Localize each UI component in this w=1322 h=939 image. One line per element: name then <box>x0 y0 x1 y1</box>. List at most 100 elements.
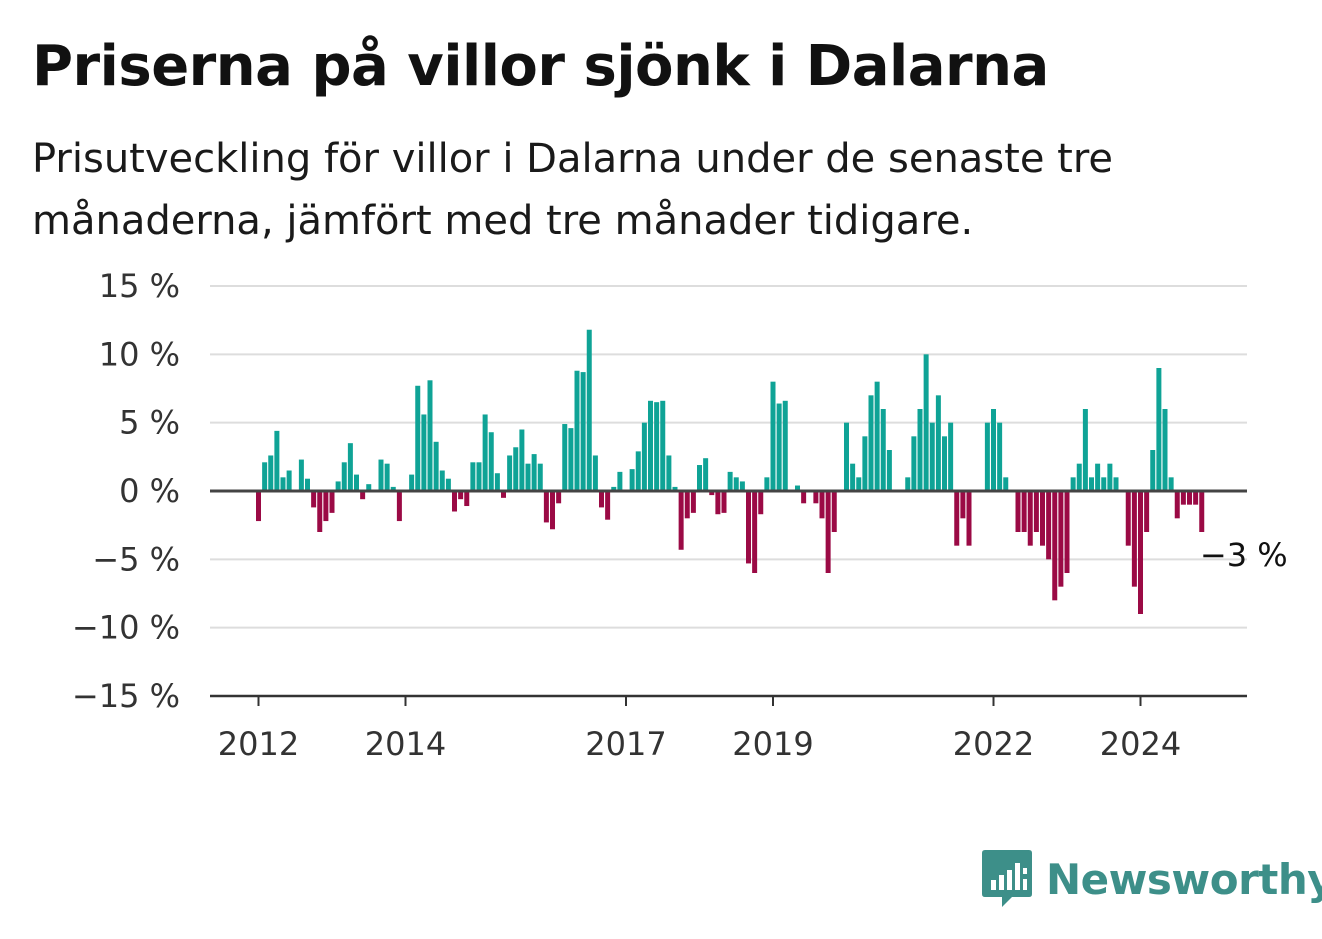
bar <box>311 491 317 508</box>
x-tick-label: 2019 <box>732 725 813 763</box>
bar <box>666 455 672 491</box>
bar <box>960 491 966 519</box>
bar <box>917 409 923 491</box>
y-tick-label: 0 % <box>119 472 180 510</box>
bar <box>562 424 568 491</box>
bar <box>507 455 513 491</box>
bar <box>1070 477 1076 491</box>
y-tick-label: −5 % <box>92 540 180 578</box>
x-tick-label: 2012 <box>218 725 299 763</box>
brand-name: Newsworthy <box>1046 854 1322 904</box>
bar <box>678 491 684 550</box>
bar <box>1058 491 1064 587</box>
bar <box>1131 491 1137 587</box>
bar <box>709 491 715 496</box>
bar <box>323 491 329 522</box>
bar <box>1027 491 1033 546</box>
bar <box>611 486 617 491</box>
bar <box>354 474 359 491</box>
brand-logo[interactable]: Newsworthy <box>982 850 1322 908</box>
bar <box>635 451 641 491</box>
bar <box>850 463 856 491</box>
grid-lines <box>210 285 1247 629</box>
bar <box>831 491 837 532</box>
bar <box>421 414 427 491</box>
bar <box>954 491 960 546</box>
bar <box>703 458 709 491</box>
bar <box>519 429 525 491</box>
bar <box>550 491 555 530</box>
bar <box>280 477 286 491</box>
bar <box>856 477 862 491</box>
bar <box>905 477 911 491</box>
bar <box>641 422 647 491</box>
bar <box>274 430 280 491</box>
y-tick-label: 15 % <box>99 267 180 305</box>
bar <box>648 400 653 491</box>
newsworthy-logo-icon <box>982 850 1032 907</box>
bar <box>1199 491 1205 532</box>
bar <box>782 400 788 491</box>
bar <box>568 428 574 491</box>
x-tick-label: 2017 <box>585 725 666 763</box>
bar <box>525 463 531 491</box>
bar <box>997 422 1003 491</box>
y-tick-label: −15 % <box>72 677 180 715</box>
bar <box>733 477 739 491</box>
bar <box>415 385 421 491</box>
bar <box>1076 463 1082 491</box>
bar <box>923 354 929 491</box>
bar <box>1082 409 1088 491</box>
bar <box>1107 463 1113 491</box>
bar <box>1193 491 1199 505</box>
bar <box>1052 491 1058 601</box>
bar <box>390 486 396 491</box>
labels: 15 % 10 % 5 % 0 % −5 % −10 % −15 % 2012 2014 2017… <box>72 267 1288 763</box>
bar <box>268 455 274 491</box>
bar <box>880 409 886 491</box>
bar <box>991 409 996 491</box>
bar <box>1064 491 1070 573</box>
bar <box>1150 450 1156 491</box>
bar <box>1015 491 1021 532</box>
bar <box>384 463 390 491</box>
bar <box>439 470 445 491</box>
bar <box>360 491 366 500</box>
bar <box>366 484 372 491</box>
bar <box>1168 477 1174 491</box>
bar <box>494 473 500 491</box>
bar <box>825 491 831 573</box>
bar <box>341 462 347 491</box>
bar <box>813 491 819 504</box>
bar <box>764 477 770 491</box>
bar <box>256 491 261 522</box>
bar <box>305 478 310 491</box>
bar <box>660 400 666 491</box>
bar <box>501 491 506 498</box>
bar <box>1138 491 1143 614</box>
bar <box>458 491 464 500</box>
bar <box>262 462 268 491</box>
bar <box>1003 477 1009 491</box>
bar <box>770 381 776 491</box>
bar <box>433 441 439 491</box>
bar <box>396 491 402 522</box>
bar <box>1174 491 1180 519</box>
bar <box>672 486 678 491</box>
x-tick-label: 2022 <box>953 725 1034 763</box>
bar <box>531 454 537 491</box>
bar <box>868 395 874 491</box>
bar <box>574 370 580 491</box>
axes <box>210 489 1247 706</box>
bar <box>1125 491 1131 546</box>
bar <box>1162 409 1168 491</box>
bar <box>586 329 592 491</box>
bar <box>874 381 880 491</box>
bar <box>335 481 341 491</box>
bar <box>452 491 457 512</box>
bar <box>580 372 586 491</box>
bar <box>476 462 482 491</box>
bar <box>1144 491 1150 532</box>
bar <box>537 463 543 491</box>
